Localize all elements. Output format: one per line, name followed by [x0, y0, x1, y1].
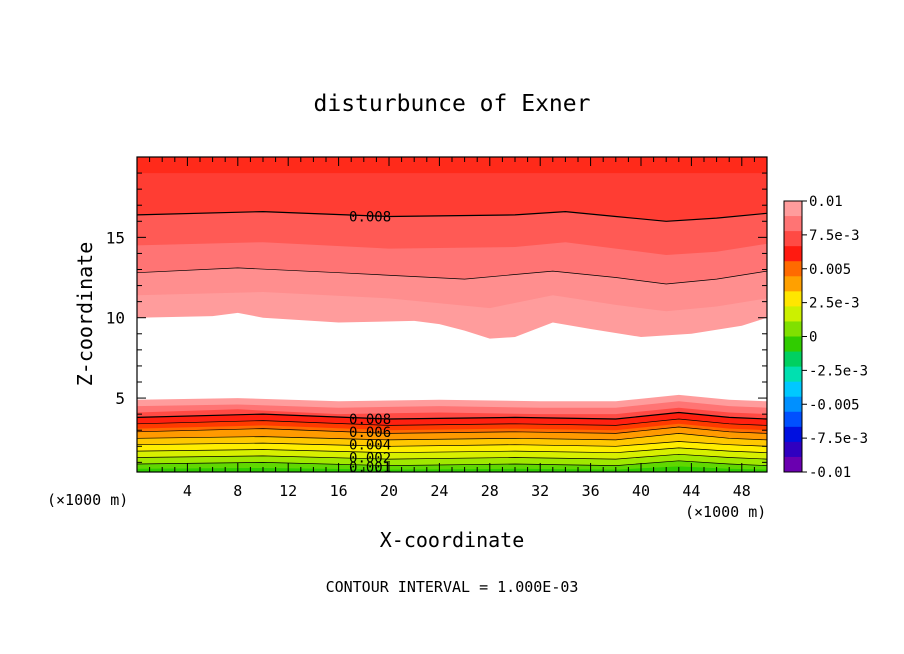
colorbar-swatch: [784, 261, 802, 277]
y-tick-label: 5: [115, 389, 125, 408]
colorbar-swatch: [784, 426, 802, 443]
colorbar-label: -0.005: [809, 397, 860, 413]
x-tick-label: 8: [233, 482, 242, 500]
contour-line-8: [136, 453, 768, 460]
colorbar-swatch: [784, 336, 802, 353]
x-unit-label-left: (×1000 m): [47, 491, 128, 509]
colorbar-label: -7.5e-3: [809, 431, 868, 447]
x-tick-label: 4: [183, 482, 192, 500]
contour-line-6: [136, 441, 768, 447]
contour-line-7: [136, 447, 768, 454]
x-unit-label-right: (×1000 m): [685, 503, 766, 521]
colorbar-swatch: [784, 276, 802, 292]
x-tick-label: 28: [481, 482, 499, 500]
contour-label: 0.008: [349, 209, 391, 225]
colorbar-swatch: [784, 201, 802, 217]
colorbar-swatch: [784, 456, 802, 473]
colorbar-swatch: [784, 321, 802, 337]
contour-line-1: [136, 267, 768, 285]
chart-title: disturbunce of Exner: [314, 91, 591, 117]
x-tick-label: 48: [733, 482, 751, 500]
colorbar: 0.01 7.5e-3 0.005 2.5e-3 0 -2.5e-3 -0.005 -7.5e…: [783, 194, 868, 481]
colorbar-swatch: [784, 366, 802, 383]
x-tick-label: 20: [380, 482, 398, 500]
colorbar-swatch: [784, 246, 802, 262]
contour-label: 0.008: [349, 412, 391, 428]
colorbar-label: -2.5e-3: [809, 363, 868, 379]
contour-line-5: [136, 433, 768, 441]
colorbar-swatch: [784, 351, 802, 368]
x-tick-label: 32: [531, 482, 549, 500]
x-axis-label: X-coordinate: [380, 528, 525, 552]
colorbar-label: 0: [809, 330, 817, 346]
y-tick-label: 15: [106, 228, 125, 247]
contour-label: 0.001: [349, 460, 391, 476]
colorbar-swatch: [784, 216, 802, 232]
colorbar-label: 0.005: [809, 262, 851, 278]
y-axis-label: Z-coordinate: [73, 242, 97, 387]
colorbar-swatch: [784, 381, 802, 398]
colorbar-label: 2.5e-3: [809, 296, 860, 312]
contour-line-9: [136, 460, 768, 466]
contour-line-0: [136, 210, 768, 222]
y-tick-label: 10: [106, 309, 125, 328]
colorbar-swatch: [784, 396, 802, 413]
colorbar-label: -0.01: [809, 465, 851, 481]
x-tick-label: 16: [330, 482, 348, 500]
contour-line-4: [136, 426, 768, 434]
colorbar-swatch: [784, 231, 802, 247]
band-upper-5: [137, 157, 767, 174]
colorbar-label: 0.01: [809, 194, 843, 210]
colorbar-label: 7.5e-3: [809, 228, 860, 244]
contour-label: 0.002: [349, 451, 391, 467]
contour-label: 0.006: [349, 425, 391, 441]
colorbar-swatch: [784, 441, 802, 458]
x-tick-label: 12: [279, 482, 297, 500]
x-tick-label: 44: [682, 482, 700, 500]
contour-line-2: [136, 411, 768, 420]
x-tick-label: 24: [430, 482, 448, 500]
colorbar-swatch: [784, 291, 802, 307]
contour-interval-note: CONTOUR INTERVAL = 1.000E-03: [326, 578, 579, 596]
colorbar-swatch: [784, 306, 802, 322]
contour-line-3: [136, 418, 768, 426]
colorbar-swatch: [784, 411, 802, 428]
x-tick-label: 36: [582, 482, 600, 500]
contour-label: 0.004: [349, 438, 391, 454]
x-tick-label: 40: [632, 482, 650, 500]
